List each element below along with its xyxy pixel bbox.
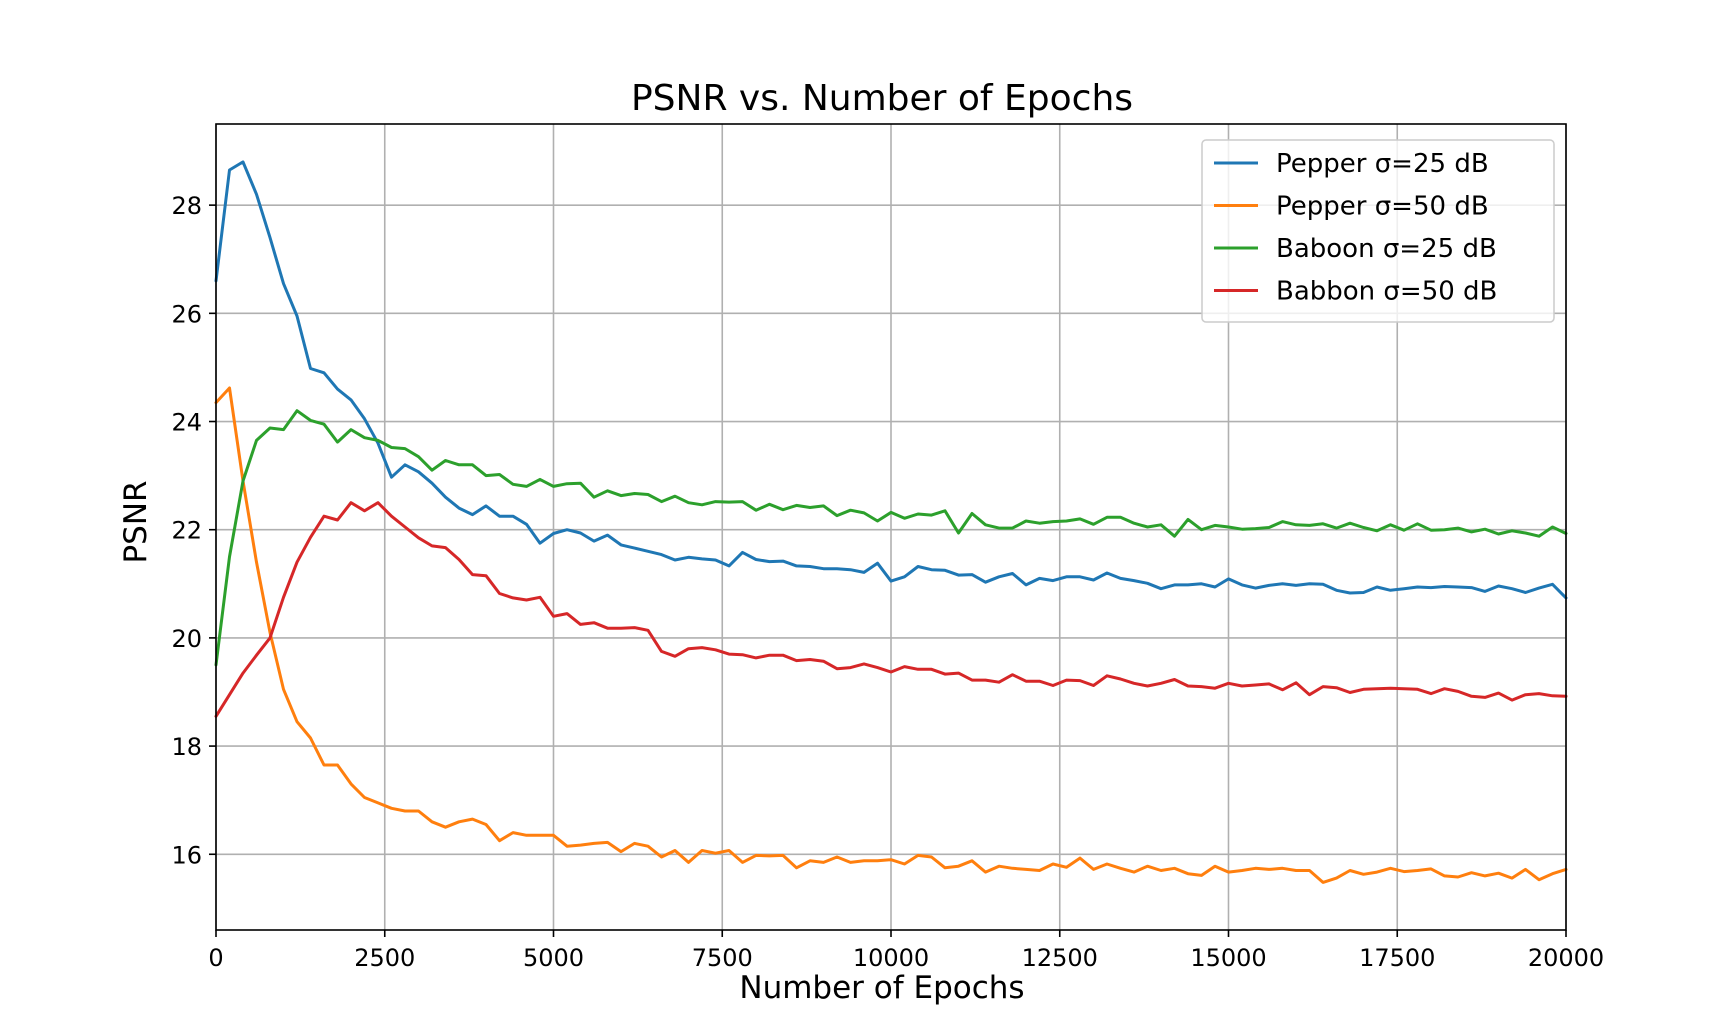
legend-label-2: Pepper σ=50 dB xyxy=(1276,192,1489,222)
y-axis-label: PSNR xyxy=(118,480,154,563)
x-tick-label: 0 xyxy=(208,944,223,972)
series-line-4 xyxy=(214,501,1568,718)
legend-label-4: Babbon σ=50 dB xyxy=(1276,277,1497,307)
x-axis-label: Number of Epochs xyxy=(739,970,1024,1006)
x-tick-label: 15000 xyxy=(1190,944,1266,972)
x-tick-label: 12500 xyxy=(1022,944,1098,972)
y-tick-label: 24 xyxy=(171,409,202,437)
chart-title: PSNR vs. Number of Epochs xyxy=(631,78,1133,119)
x-tick-label: 7500 xyxy=(692,944,753,972)
y-tick-label: 16 xyxy=(171,841,202,869)
y-tick-label: 20 xyxy=(171,625,202,653)
y-tick-label: 26 xyxy=(171,300,202,328)
y-tick-label: 22 xyxy=(171,517,202,545)
series-line-1 xyxy=(214,160,1568,600)
y-tick-label: 28 xyxy=(171,192,202,220)
legend-label-1: Pepper σ=25 dB xyxy=(1276,149,1489,179)
legend: Pepper σ=25 dB Pepper σ=50 dB Baboon σ=25 … xyxy=(1201,139,1555,323)
x-tick-label: 5000 xyxy=(523,944,584,972)
axis-ticks: 0 2500 5000 7500 10000 12500 15000 17500 20000 16… xyxy=(171,192,1604,972)
legend-box xyxy=(1201,139,1555,323)
y-tick-label: 18 xyxy=(171,733,202,761)
x-tick-label: 17500 xyxy=(1359,944,1435,972)
legend-label-3: Baboon σ=25 dB xyxy=(1276,234,1497,264)
x-tick-label: 10000 xyxy=(853,944,929,972)
x-tick-label: 2500 xyxy=(354,944,415,972)
series-line-2 xyxy=(214,386,1568,884)
x-tick-label: 20000 xyxy=(1528,944,1604,972)
series-group xyxy=(214,160,1568,884)
series-line-3 xyxy=(214,409,1568,667)
